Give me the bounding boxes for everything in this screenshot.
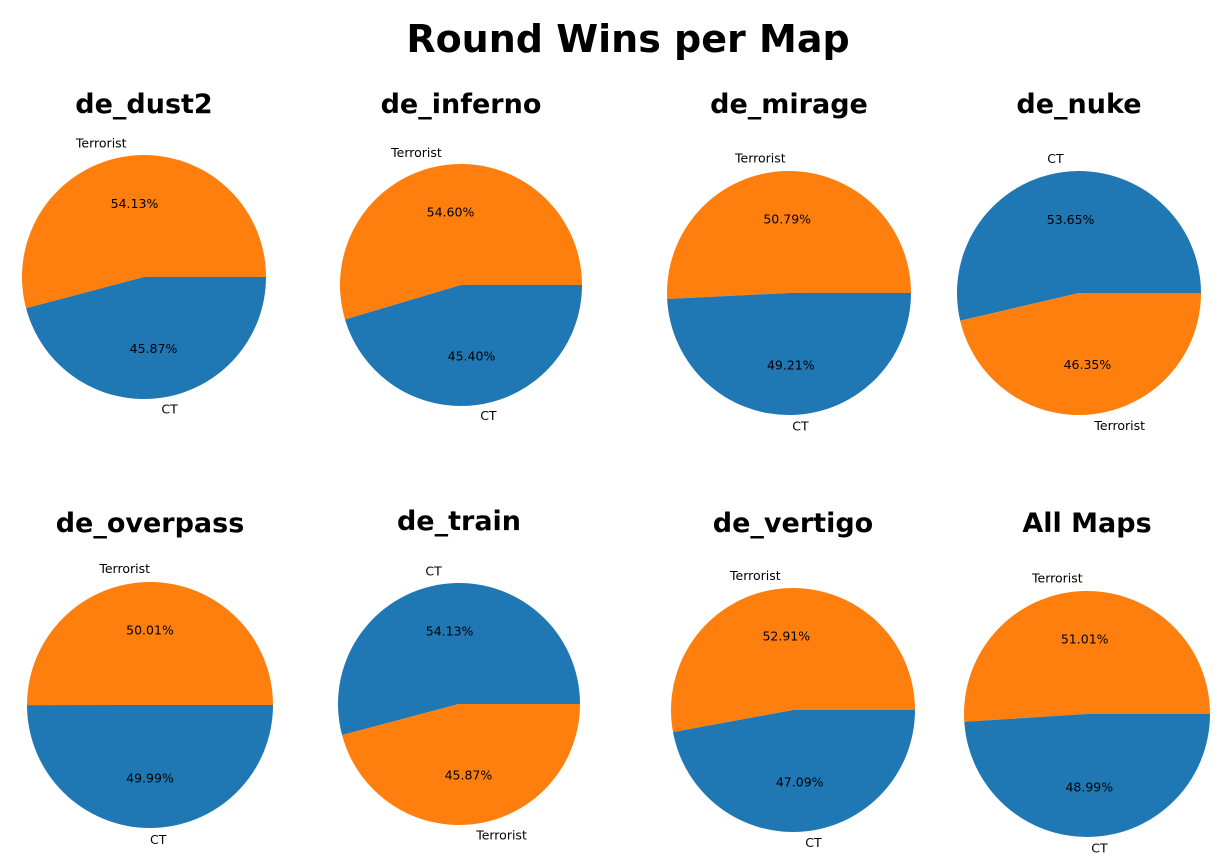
pie-title: de_mirage xyxy=(710,89,868,120)
slice-label: CT xyxy=(792,419,809,434)
slice-percent-label: 49.21% xyxy=(767,358,815,373)
pie-2: de_mirage Terrorist 50.79% CT 49.21% xyxy=(666,89,911,434)
slice-percent-label: 46.35% xyxy=(1064,357,1112,372)
slice-percent-label: 45.40% xyxy=(448,348,496,363)
pie-title: de_dust2 xyxy=(75,89,212,120)
pie-slice-terrorist xyxy=(960,293,1201,416)
slice-percent-label: 54.13% xyxy=(426,624,474,639)
pie-title: de_vertigo xyxy=(713,508,873,539)
slice-label: CT xyxy=(1091,841,1108,856)
slice-percent-label: 51.01% xyxy=(1061,632,1109,647)
pie-slice-ct xyxy=(667,293,911,416)
pie-slice-ct xyxy=(673,710,915,833)
slice-label: Terrorist xyxy=(475,828,527,843)
slice-percent-label: 54.13% xyxy=(111,196,159,211)
pie-slice-terrorist xyxy=(671,588,915,733)
pie-0: de_dust2 Terrorist 54.13% CT 45.87% xyxy=(21,89,266,417)
pie-slice-ct xyxy=(338,583,580,736)
figure-title: Round Wins per Map xyxy=(406,17,849,61)
slice-percent-label: 49.99% xyxy=(126,770,174,785)
slice-percent-label: 45.87% xyxy=(445,768,493,783)
slice-percent-label: 50.01% xyxy=(126,623,174,638)
slice-label: Terrorist xyxy=(1093,418,1145,433)
slice-percent-label: 45.87% xyxy=(130,341,178,356)
pie-slice-terrorist xyxy=(339,163,582,320)
pie-title: de_train xyxy=(397,506,521,537)
slice-label: Terrorist xyxy=(98,561,150,576)
pie-slice-terrorist xyxy=(666,171,911,300)
slice-label: CT xyxy=(805,835,822,850)
pie-slice-terrorist xyxy=(342,704,580,826)
slice-percent-label: 48.99% xyxy=(1065,779,1113,794)
pie-title: de_nuke xyxy=(1016,89,1141,120)
pie-7: All Maps Terrorist 51.01% CT 48.99% xyxy=(963,508,1210,856)
pie-slice-ct xyxy=(964,714,1210,837)
pie-slice-ct xyxy=(957,171,1201,321)
pie-slice-terrorist xyxy=(963,590,1210,722)
pies-container: de_dust2 Terrorist 54.13% CT 45.87% de_infern… xyxy=(21,89,1210,856)
pie-6: de_vertigo Terrorist 52.91% CT 47.09% xyxy=(671,508,915,850)
slice-label: CT xyxy=(480,408,497,423)
slice-label: CT xyxy=(150,832,167,847)
slice-label: Terrorist xyxy=(390,145,442,160)
slice-label: Terrorist xyxy=(729,568,781,583)
pie-title: de_overpass xyxy=(56,508,245,539)
pie-slice-ct xyxy=(345,285,582,406)
pie-title: All Maps xyxy=(1022,508,1151,539)
pie-title: de_inferno xyxy=(381,89,542,120)
pie-4: de_overpass Terrorist 50.01% CT 49.99% xyxy=(26,508,273,847)
slice-label: CT xyxy=(425,564,442,579)
pie-slice-ct xyxy=(26,277,266,400)
slice-label: Terrorist xyxy=(734,150,786,165)
pie-3: de_nuke CT 53.65% Terrorist 46.35% xyxy=(957,89,1201,433)
slice-label: CT xyxy=(161,402,178,417)
pie-slice-ct xyxy=(27,705,273,828)
slice-percent-label: 50.79% xyxy=(763,211,811,226)
pie-5: de_train CT 54.13% Terrorist 45.87% xyxy=(338,506,580,843)
slice-percent-label: 47.09% xyxy=(776,774,824,789)
pie-1: de_inferno Terrorist 54.60% CT 45.40% xyxy=(339,89,582,423)
slice-percent-label: 53.65% xyxy=(1047,212,1095,227)
slice-label: CT xyxy=(1047,151,1064,166)
slice-percent-label: 54.60% xyxy=(427,205,475,220)
slice-label: Terrorist xyxy=(75,135,127,150)
slice-percent-label: 52.91% xyxy=(762,629,810,644)
pie-slice-terrorist xyxy=(21,155,266,309)
pie-slice-terrorist xyxy=(26,582,273,706)
slice-label: Terrorist xyxy=(1031,570,1083,585)
